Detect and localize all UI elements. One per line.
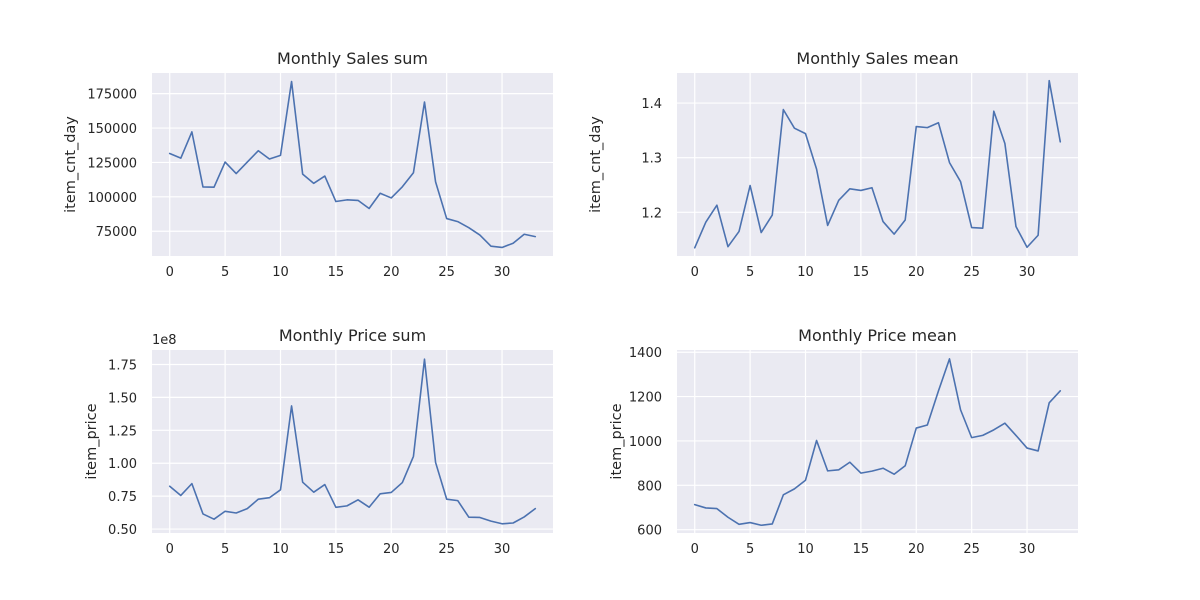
x-tick-label: 25: [438, 265, 455, 280]
series: [693, 79, 1062, 249]
series-line: [693, 79, 1062, 249]
x-tick-label: 0: [691, 542, 699, 557]
x-tick-label: 20: [908, 265, 925, 280]
x-tick-label: 5: [221, 265, 229, 280]
gridlines: [677, 73, 1078, 256]
y-tick-label: 1.2: [641, 206, 662, 221]
series: [693, 358, 1062, 527]
series: [168, 358, 537, 525]
y-tick-label: 150000: [87, 122, 137, 137]
y-tick-label: 1.00: [108, 457, 137, 472]
y-tick-label: 1200: [629, 391, 662, 406]
y-tick-labels: 75000 100000 125000 150000 175000: [87, 88, 137, 241]
y-axis-offset-text: 1e8: [152, 333, 177, 348]
y-tick-label: 1.50: [108, 391, 137, 406]
series-line: [693, 358, 1062, 527]
y-tick-labels: 1.2 1.3 1.4: [641, 97, 662, 221]
y-axis-label: item_price: [84, 403, 100, 479]
chart-panel-monthly-price-mean: Monthly Price mean item_price 0 5 10 15 20 25…: [609, 326, 1078, 557]
y-tick-label: 0.75: [108, 490, 137, 505]
x-tick-label: 10: [797, 265, 814, 280]
x-tick-label: 15: [853, 265, 870, 280]
x-tick-labels: 0 5 10 15 20 25 30: [691, 542, 1036, 557]
gridlines: [677, 350, 1078, 533]
x-tick-label: 30: [1019, 542, 1036, 557]
y-axis-label: item_cnt_day: [63, 116, 79, 213]
y-tick-label: 1.75: [108, 358, 137, 373]
x-tick-label: 25: [438, 542, 455, 557]
y-tick-label: 0.50: [108, 523, 137, 538]
x-tick-labels: 0 5 10 15 20 25 30: [691, 265, 1036, 280]
y-tick-label: 1.4: [641, 97, 662, 112]
x-tick-label: 25: [963, 265, 980, 280]
y-tick-label: 800: [637, 479, 662, 494]
x-tick-label: 20: [908, 542, 925, 557]
x-tick-label: 0: [166, 265, 174, 280]
chart-panel-monthly-sales-sum: Monthly Sales sum item_cnt_day 0 5 10 15 20 2…: [63, 49, 553, 280]
chart-panel-monthly-price-sum: Monthly Price sum item_price 1e8 0 5 10 15 2…: [84, 326, 553, 557]
x-tick-label: 20: [383, 265, 400, 280]
y-tick-label: 125000: [87, 156, 137, 171]
series-line: [168, 358, 537, 525]
chart-title: Monthly Sales sum: [277, 49, 428, 68]
x-tick-label: 20: [383, 542, 400, 557]
y-tick-label: 1.3: [641, 152, 662, 167]
chart-panel-monthly-sales-mean: Monthly Sales mean item_cnt_day 0 5 10 15 20…: [588, 49, 1078, 280]
y-tick-label: 75000: [96, 225, 137, 240]
x-tick-label: 0: [166, 542, 174, 557]
x-tick-label: 25: [963, 542, 980, 557]
x-tick-labels: 0 5 10 15 20 25 30: [166, 265, 511, 280]
x-tick-label: 30: [494, 542, 511, 557]
x-tick-label: 5: [221, 542, 229, 557]
chart-title: Monthly Sales mean: [796, 49, 958, 68]
x-tick-label: 10: [272, 265, 289, 280]
y-tick-label: 175000: [87, 88, 137, 103]
x-tick-label: 15: [328, 265, 345, 280]
y-tick-labels: 0.50 0.75 1.00 1.25 1.50 1.75: [108, 358, 137, 538]
x-tick-label: 15: [328, 542, 345, 557]
x-tick-label: 5: [746, 542, 754, 557]
x-tick-label: 15: [853, 542, 870, 557]
y-axis-label: item_price: [609, 403, 625, 479]
gridlines: [152, 73, 553, 256]
series-line: [168, 80, 537, 249]
y-tick-label: 1000: [629, 435, 662, 450]
chart-title: Monthly Price mean: [798, 326, 957, 345]
series: [168, 80, 537, 249]
y-tick-label: 1.25: [108, 424, 137, 439]
x-tick-label: 10: [797, 542, 814, 557]
y-tick-label: 100000: [87, 191, 137, 206]
plot-area: [152, 350, 553, 533]
gridlines: [152, 350, 553, 533]
plot-area: [152, 73, 553, 256]
x-tick-label: 30: [1019, 265, 1036, 280]
chart-title: Monthly Price sum: [279, 326, 426, 345]
x-tick-label: 10: [272, 542, 289, 557]
y-tick-labels: 600 800 1000 1200 1400: [629, 346, 662, 538]
x-tick-label: 5: [746, 265, 754, 280]
y-tick-label: 1400: [629, 346, 662, 361]
x-tick-label: 30: [494, 265, 511, 280]
y-axis-label: item_cnt_day: [588, 116, 604, 213]
x-tick-label: 0: [691, 265, 699, 280]
y-tick-label: 600: [637, 524, 662, 539]
x-tick-labels: 0 5 10 15 20 25 30: [166, 542, 511, 557]
